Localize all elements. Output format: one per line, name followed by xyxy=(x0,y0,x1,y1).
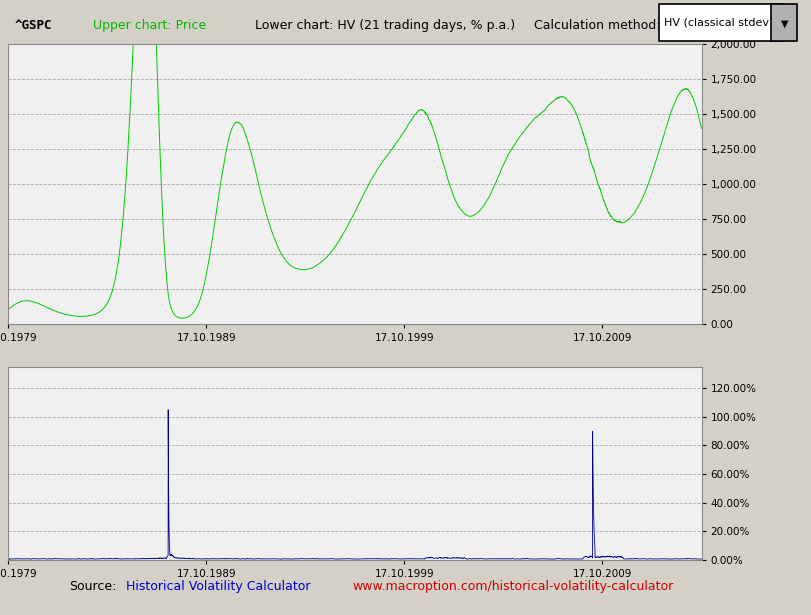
Text: Upper chart: Price: Upper chart: Price xyxy=(93,19,207,32)
Text: ▼: ▼ xyxy=(780,19,788,29)
FancyBboxPatch shape xyxy=(771,4,797,41)
Text: Lower chart: HV (21 trading days, % p.a.): Lower chart: HV (21 trading days, % p.a.… xyxy=(255,19,516,32)
FancyBboxPatch shape xyxy=(659,4,784,41)
Text: Calculation method:: Calculation method: xyxy=(534,19,660,32)
Text: www.macroption.com/historical-volatility-calculator: www.macroption.com/historical-volatility… xyxy=(353,580,674,593)
Text: ^GSPC: ^GSPC xyxy=(15,19,52,32)
Text: Source:: Source: xyxy=(69,580,116,593)
Text: HV (classical stdev): HV (classical stdev) xyxy=(664,17,774,27)
Text: Historical Volatility Calculator: Historical Volatility Calculator xyxy=(126,580,310,593)
